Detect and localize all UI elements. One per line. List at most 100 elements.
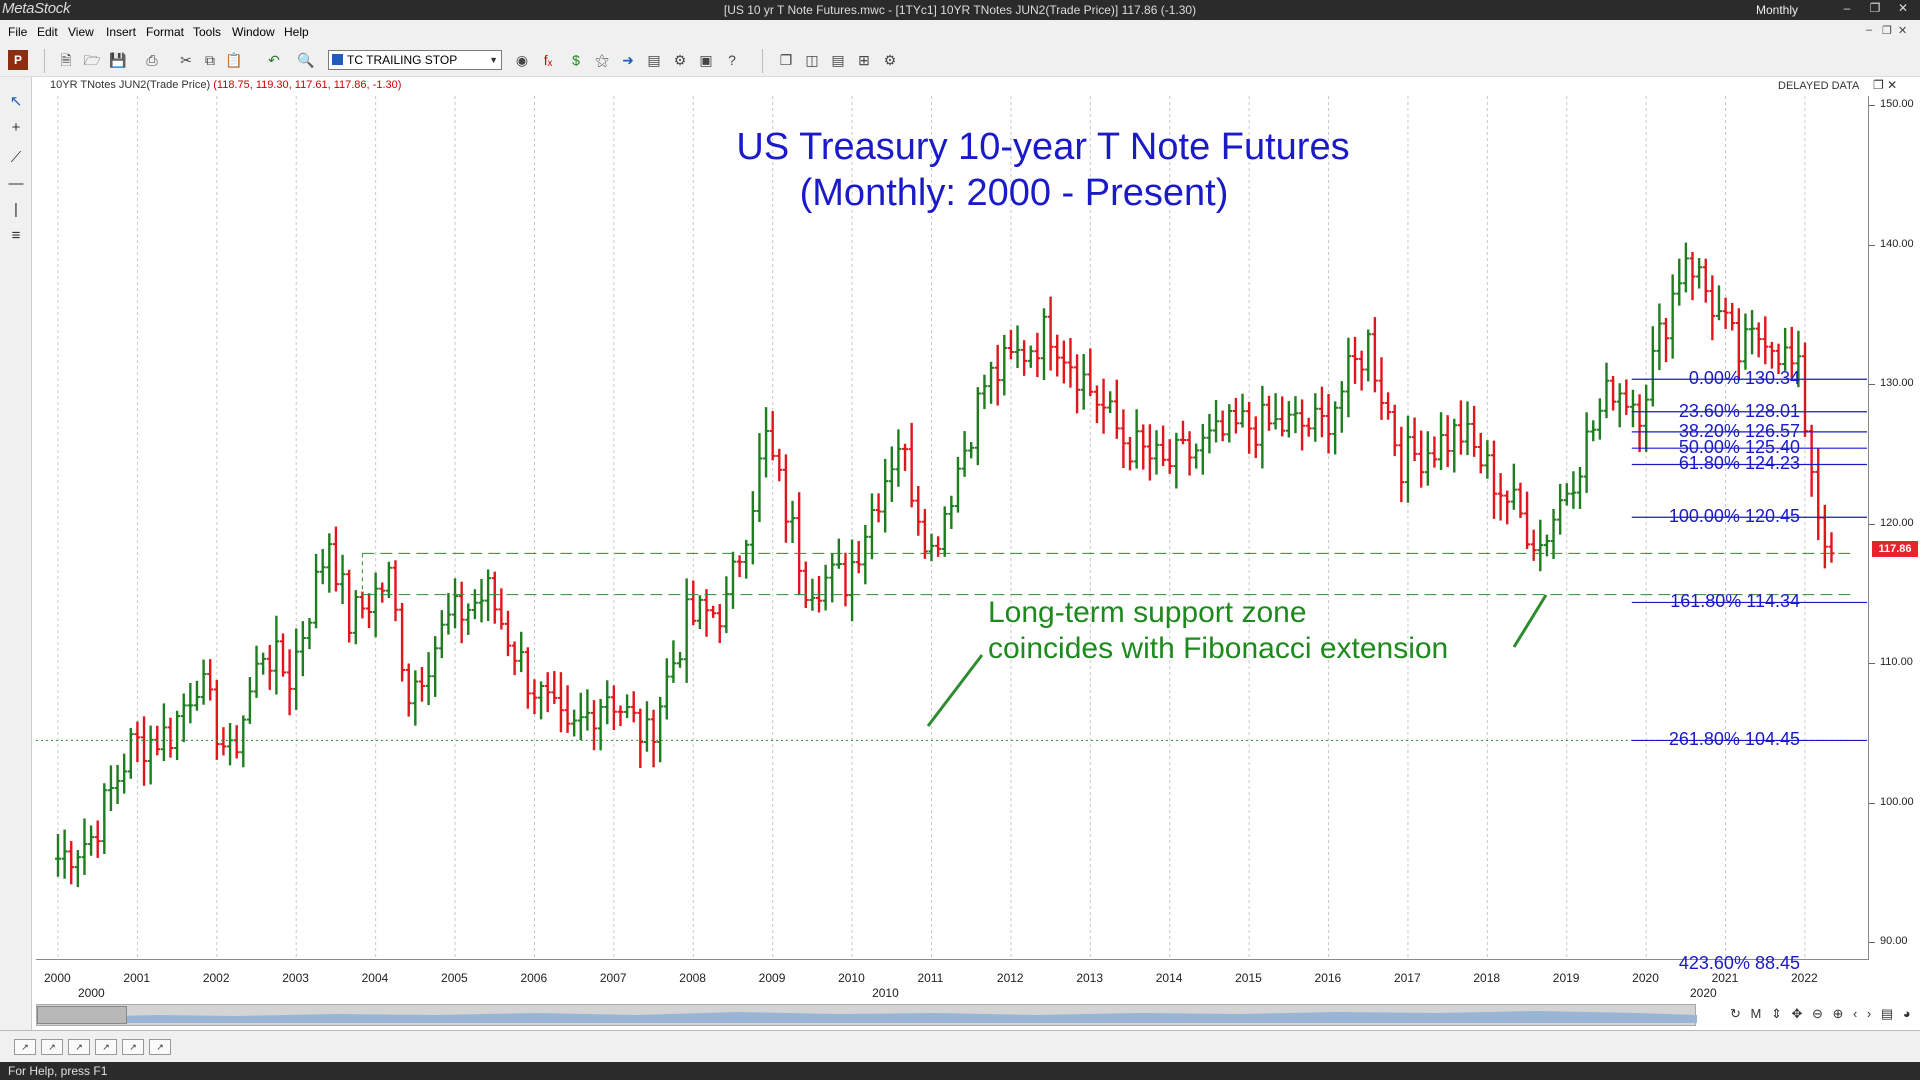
x-tick-label: 2003 <box>282 971 309 985</box>
x-tick-label-decade: 2010 <box>872 986 899 1000</box>
y-tick-label: 130.00 <box>1880 377 1914 389</box>
menu-bar: File Edit View Insert Format Tools Windo… <box>0 20 1920 44</box>
y-tick-mark <box>1869 384 1875 385</box>
mdi-minimize-icon[interactable]: – <box>1866 24 1873 36</box>
menu-window[interactable]: Window <box>232 25 275 39</box>
tile-grid-icon[interactable]: ⊞ <box>858 52 870 68</box>
price-chart-svg <box>36 96 1867 960</box>
horizontal-line-icon[interactable]: — <box>8 175 24 192</box>
layout-tab-6[interactable]: ↗ <box>149 1039 171 1055</box>
cascade-icon[interactable]: ❐ <box>779 52 793 68</box>
pointer-icon[interactable]: ↖ <box>9 93 23 110</box>
layout-tab-3[interactable]: ↗ <box>68 1039 90 1055</box>
y-tick-mark <box>1869 942 1875 943</box>
y-tick-label: 90.00 <box>1880 935 1908 947</box>
scan-icon[interactable]: ⚙ <box>673 52 687 68</box>
layout-tab-2[interactable]: ↗ <box>41 1039 63 1055</box>
layout-tab-4[interactable]: ↗ <box>95 1039 117 1055</box>
print-icon[interactable]: ⎙ <box>146 52 158 68</box>
x-tick-label: 2015 <box>1235 971 1262 985</box>
layout-tab-1[interactable]: ↗ <box>14 1039 36 1055</box>
chevron-down-icon: ▼ <box>489 55 498 65</box>
fib-level-label: 23.60% 128.01 <box>1678 400 1800 421</box>
fib-level-label: 423.60% 88.45 <box>1678 952 1800 973</box>
menu-file[interactable]: File <box>8 25 28 39</box>
crosshair-icon[interactable]: + <box>11 119 21 136</box>
menu-tools[interactable]: Tools <box>193 25 222 39</box>
y-tick-mark <box>1869 105 1875 106</box>
fib-level-label: 0.00% 130.34 <box>1688 368 1800 389</box>
new-icon[interactable]: 🗎 <box>60 52 72 68</box>
security-values: (118.75, 119.30, 117.61, 117.86, -1.30) <box>213 79 402 91</box>
y-tick-label: 150.00 <box>1880 98 1914 110</box>
mdi-restore-icon[interactable]: ❐ <box>1882 25 1892 37</box>
app-logo: MetaStock <box>2 0 71 17</box>
annotation-line-2: coincides with Fibonacci extension <box>988 632 1449 665</box>
chart-scroller[interactable] <box>36 1004 1697 1026</box>
x-tick-label: 2000 <box>44 971 71 985</box>
expert-select-value: TC TRAILING STOP <box>347 53 458 67</box>
x-tick-label: 2004 <box>361 971 389 985</box>
undo-icon[interactable]: ↶ <box>268 52 280 68</box>
x-tick-label: 2022 <box>1791 971 1818 985</box>
price-plot[interactable] <box>36 96 1869 960</box>
chart-title: US Treasury 10-year T Note Futures <box>736 126 1350 168</box>
window-title: [US 10 yr T Note Futures.mwc - [1TYc1] 1… <box>723 3 1197 17</box>
binoculars-icon[interactable]: ⚝ <box>595 52 609 68</box>
layout-tab-5[interactable]: ↗ <box>122 1039 144 1055</box>
annotation-line-1: Long-term support zone <box>988 596 1307 629</box>
indicator-icon[interactable]: ▤ <box>647 52 661 68</box>
y-tick-mark <box>1869 663 1875 664</box>
x-tick-label: 2006 <box>520 971 548 985</box>
restore-button[interactable]: ❐ <box>1869 1 1881 15</box>
trendline-icon[interactable]: ⟋ <box>10 149 22 166</box>
paste-icon[interactable]: 📋 <box>225 52 243 68</box>
annotation-arrow-left <box>926 654 984 727</box>
vertical-line-icon[interactable]: | <box>14 201 18 218</box>
y-tick-label: 120.00 <box>1880 516 1914 529</box>
security-legend[interactable]: 10YR TNotes JUN2(Trade Price) (118.75, 1… <box>50 79 401 91</box>
status-bar: For Help, press F1 <box>0 1062 1920 1080</box>
x-tick-label: 2018 <box>1473 971 1501 985</box>
settings-icon[interactable]: ⚙ <box>883 52 897 68</box>
mdi-close-icon[interactable]: ✕ <box>1898 25 1908 37</box>
save-icon[interactable]: 💾 <box>109 52 127 68</box>
cut-icon[interactable]: ✂ <box>180 52 192 68</box>
fib-level-label: 50.00% 125.40 <box>1678 437 1800 458</box>
fib-level-label: 38.20% 126.57 <box>1678 420 1800 441</box>
x-tick-label: 2011 <box>917 971 944 985</box>
zoom-icon[interactable]: 🔍 <box>297 52 315 68</box>
tile-horizontal-icon[interactable]: ▤ <box>831 52 845 68</box>
help-icon[interactable]: ? <box>728 52 736 68</box>
arrow-right-icon[interactable]: ➜ <box>622 52 634 68</box>
minimize-button[interactable]: – <box>1843 1 1851 15</box>
x-tick-label: 2012 <box>996 971 1024 985</box>
scroller-thumb[interactable] <box>37 1006 127 1024</box>
annotation-arrow-right <box>1512 594 1548 648</box>
close-button[interactable]: ✕ <box>1897 1 1909 15</box>
expert-select[interactable]: TC TRAILING STOP ▼ <box>328 50 502 70</box>
formula-icon[interactable]: fₓ <box>543 52 553 68</box>
x-axis[interactable]: 2000 2001 2002 2003 2004 2005 2006 2007 2008 2009… <box>36 960 1869 1002</box>
fibonacci-tool-icon[interactable]: ≡ <box>11 227 21 244</box>
menu-insert[interactable]: Insert <box>106 25 137 39</box>
menu-edit[interactable]: Edit <box>37 25 58 39</box>
menu-help[interactable]: Help <box>284 25 309 39</box>
chart-window-controls[interactable]: ❐ ✕ <box>1873 78 1898 92</box>
period-indicator[interactable]: Monthly <box>1756 3 1799 17</box>
title-bar: MetaStock [US 10 yr T Note Futures.mwc -… <box>0 0 1920 20</box>
power-tools-icon[interactable]: P <box>8 50 28 70</box>
x-tick-label: 2005 <box>441 971 468 985</box>
x-tick-label: 2016 <box>1314 971 1342 985</box>
menu-view[interactable]: View <box>68 25 94 39</box>
open-icon[interactable]: 🗁 <box>83 52 101 68</box>
explorer-icon[interactable]: ◉ <box>515 52 529 68</box>
x-tick-label-decade: 2020 <box>1690 986 1717 1000</box>
x-tick-label: 2013 <box>1076 971 1104 985</box>
tile-vertical-icon[interactable]: ◫ <box>805 52 819 68</box>
zoom-box-icon[interactable]: ▣ <box>699 52 713 68</box>
copy-icon[interactable]: ⧉ <box>205 52 215 68</box>
chart-navigation-controls[interactable]: ↻ M ⇕ ✥ ⊖ ⊕ ‹ › ▤ ◕ <box>1730 1006 1914 1021</box>
menu-format[interactable]: Format <box>146 25 185 39</box>
dollar-icon[interactable]: $ <box>572 52 580 68</box>
